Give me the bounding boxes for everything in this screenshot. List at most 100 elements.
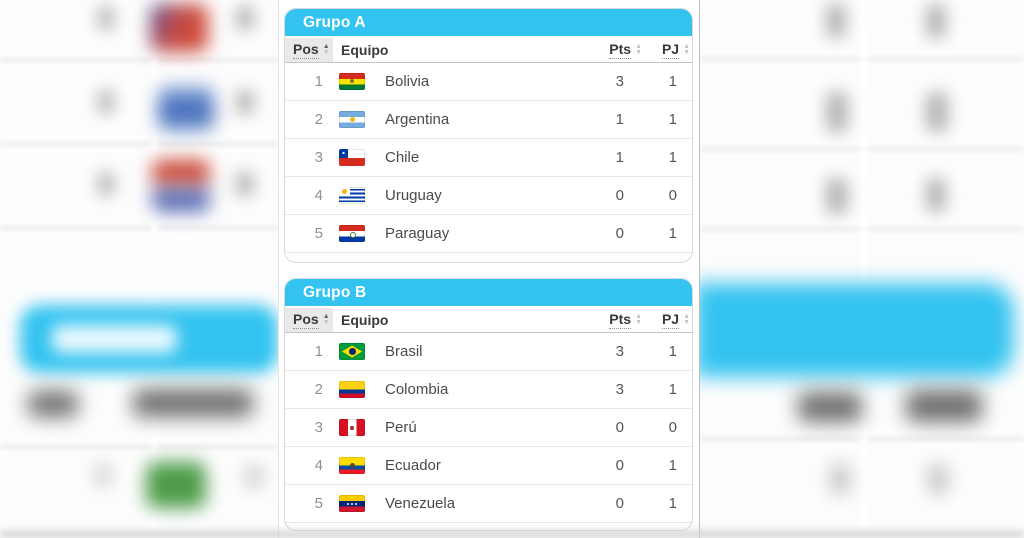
position-cell: 5 — [314, 225, 323, 242]
group-title: Grupo B — [303, 283, 367, 301]
team-cell: Perú — [333, 419, 587, 436]
argentina-flag-blurred — [158, 86, 214, 132]
team-name: Venezuela — [385, 495, 456, 512]
team-name: Argentina — [385, 111, 450, 128]
chile-flag-blurred — [150, 4, 208, 52]
blurred-number — [236, 90, 254, 114]
team-name: Paraguay — [385, 225, 450, 242]
team-cell: Argentina — [333, 111, 587, 128]
argentina-flag-icon — [339, 111, 365, 128]
table-row[interactable]: 1 Bolivia 3 1 — [285, 63, 692, 101]
table-row[interactable]: 2 Colombia 3 1 — [285, 371, 692, 409]
position-cell: 4 — [314, 457, 323, 474]
column-header-equipo[interactable]: Equipo — [333, 38, 587, 62]
column-header-pos[interactable]: Pos — [285, 38, 333, 62]
team-cell: Venezuela — [333, 495, 587, 512]
table-row[interactable]: 5 Paraguay 0 1 — [285, 215, 692, 253]
column-label: Pts — [609, 311, 632, 329]
column-label: Equipo — [341, 42, 389, 58]
group-b-column-header-row: Pos Equipo Pts PJ — [285, 308, 692, 333]
group-a-column-header-row: Pos Equipo Pts PJ — [285, 38, 692, 63]
group-a-card: Grupo A Pos Equipo Pts PJ — [284, 8, 693, 263]
played-cell: 1 — [668, 149, 677, 166]
blurred-column-header — [133, 389, 253, 417]
column-label: PJ — [661, 311, 680, 329]
group-b-rows: 1 Brasil 3 1 2 Colombia — [285, 333, 692, 523]
column-header-equipo[interactable]: Equipo — [333, 308, 587, 332]
position-cell: 5 — [314, 495, 323, 512]
team-name: Chile — [385, 149, 420, 166]
team-name: Uruguay — [385, 187, 442, 204]
points-cell: 0 — [615, 495, 624, 512]
column-header-pts[interactable]: Pts — [587, 308, 642, 332]
peru-flag-icon — [339, 419, 365, 436]
table-row[interactable]: 3 Chile 1 1 — [285, 139, 692, 177]
column-header-pj[interactable]: PJ — [642, 308, 692, 332]
points-cell: 0 — [615, 225, 624, 242]
blurred-column-line — [860, 0, 868, 538]
table-row[interactable]: 1 Brasil 3 1 — [285, 333, 692, 371]
team-name: Bolivia — [385, 73, 430, 90]
blurred-number — [98, 90, 114, 114]
column-header-pj[interactable]: PJ — [642, 38, 692, 62]
ecuador-flag-icon — [339, 457, 365, 474]
table-row[interactable]: 4 Uruguay 0 0 — [285, 177, 692, 215]
played-cell: 1 — [668, 343, 677, 360]
blurred-group-header-bar — [20, 305, 278, 373]
team-name: Brasil — [385, 343, 423, 360]
blurred-row-divider — [700, 147, 1024, 151]
played-cell: 0 — [668, 187, 677, 204]
brasil-flag-blurred — [146, 462, 206, 508]
played-cell: 1 — [668, 111, 677, 128]
sort-icon — [635, 44, 642, 56]
sort-icon — [323, 44, 330, 56]
team-name: Ecuador — [385, 457, 441, 474]
blurred-row-divider — [700, 227, 1024, 231]
position-cell: 1 — [314, 343, 323, 360]
points-cell: 3 — [615, 343, 624, 360]
points-cell: 3 — [615, 381, 624, 398]
table-row[interactable]: 2 Argentina 1 1 — [285, 101, 692, 139]
blurred-number — [236, 6, 254, 30]
blurred-number — [830, 464, 850, 494]
column-label: Equipo — [341, 312, 389, 328]
column-label: Pos — [293, 41, 319, 59]
points-cell: 0 — [615, 187, 624, 204]
points-cell: 1 — [615, 111, 624, 128]
sort-icon — [683, 44, 690, 56]
played-cell: 1 — [668, 495, 677, 512]
table-row[interactable]: 4 Ecuador 0 1 — [285, 447, 692, 485]
blurred-number — [926, 178, 946, 212]
team-name: Perú — [385, 419, 417, 436]
group-b-header: Grupo B — [285, 279, 692, 308]
played-cell: 1 — [668, 381, 677, 398]
group-a-header: Grupo A — [285, 9, 692, 38]
team-cell: Ecuador — [333, 457, 587, 474]
blurred-number — [928, 464, 948, 494]
blurred-number — [826, 92, 848, 132]
points-cell: 3 — [615, 73, 624, 90]
played-cell: 1 — [668, 225, 677, 242]
table-row[interactable]: 3 Perú 0 0 — [285, 409, 692, 447]
bolivia-flag-icon — [339, 73, 365, 90]
table-row[interactable]: 5 Venezuela 0 1 — [285, 485, 692, 523]
team-cell: Paraguay — [333, 225, 587, 242]
played-cell: 1 — [668, 73, 677, 90]
blurred-group-header-text — [52, 325, 177, 353]
sort-icon — [323, 314, 330, 326]
column-header-pos[interactable]: Pos — [285, 308, 333, 332]
position-cell: 2 — [314, 111, 323, 128]
team-cell: Uruguay — [333, 187, 587, 204]
blurred-number — [236, 172, 254, 196]
blurred-row-divider — [700, 57, 1024, 61]
blurred-number — [926, 4, 946, 38]
blurred-row-divider — [0, 226, 278, 230]
points-cell: 0 — [615, 419, 624, 436]
played-cell: 0 — [668, 419, 677, 436]
blurred-number — [826, 4, 846, 38]
column-header-pts[interactable]: Pts — [587, 38, 642, 62]
content-panel: Grupo A Pos Equipo Pts PJ — [278, 0, 700, 538]
blurred-row-divider — [0, 445, 278, 449]
column-label: PJ — [661, 41, 680, 59]
